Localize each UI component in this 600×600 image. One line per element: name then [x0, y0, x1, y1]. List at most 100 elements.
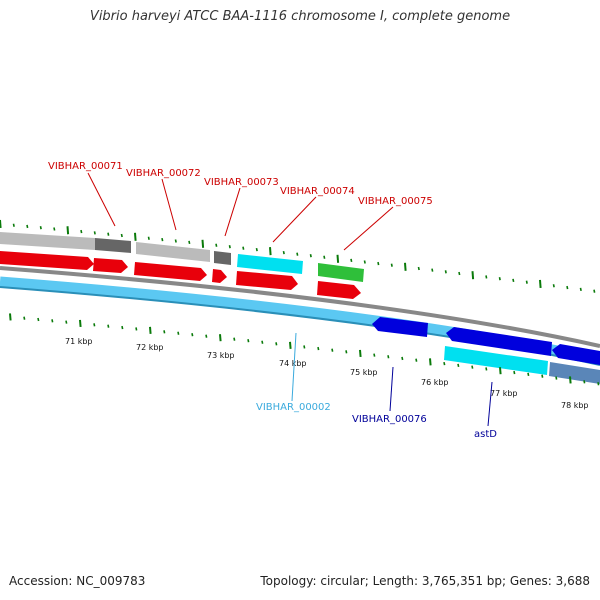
minor-tick	[323, 255, 326, 259]
feature-label-vibhar-00076[interactable]: VIBHAR_00076	[352, 414, 427, 425]
cds-arrow[interactable]	[212, 269, 227, 283]
minor-tick	[525, 280, 528, 284]
inner-feature-track	[444, 346, 600, 384]
map-title: Vibrio harveyi ATCC BAA-1116 chromosome …	[89, 9, 511, 24]
accession-text: Accession: NC_009783	[9, 574, 146, 588]
major-tick	[9, 313, 12, 321]
leader-line	[343, 206, 394, 251]
feature-label-vibhar-00002[interactable]: VIBHAR_00002	[256, 402, 331, 413]
scale-label: 73 kbp	[207, 351, 235, 360]
trna-feature[interactable]	[444, 346, 548, 375]
minor-tick	[247, 339, 250, 343]
major-tick	[79, 319, 82, 328]
cds-arrow[interactable]	[317, 281, 361, 299]
major-tick	[569, 376, 572, 384]
scale-label: 71 kbp	[65, 337, 93, 346]
minor-tick	[12, 223, 15, 227]
minor-tick	[107, 324, 110, 328]
scale-label: 74 kbp	[279, 359, 307, 368]
gene-segment[interactable]	[0, 232, 95, 250]
gene-arrow[interactable]	[372, 317, 428, 337]
minor-tick	[120, 233, 123, 238]
minor-tick	[401, 356, 404, 361]
major-tick	[359, 349, 362, 358]
minor-tick	[163, 330, 166, 334]
cds-track	[0, 251, 361, 299]
top-feature-labels: VIBHAR_00071 VIBHAR_00072 VIBHAR_00073 V…	[48, 161, 433, 251]
minor-tick	[552, 284, 555, 288]
cds-arrow[interactable]	[93, 258, 128, 273]
minor-tick	[498, 277, 501, 281]
minor-tick	[512, 278, 515, 283]
minor-tick	[233, 337, 236, 341]
leader-line	[389, 366, 394, 412]
minor-tick	[261, 340, 264, 344]
major-tick	[219, 334, 222, 342]
minor-tick	[191, 333, 194, 337]
minor-tick	[39, 226, 42, 230]
scale-labels: 71 kbp 72 kbp 73 kbp 74 kbp 75 kbp 76 kb…	[65, 337, 589, 410]
major-tick	[429, 358, 432, 366]
major-tick	[149, 326, 152, 334]
cds-arrow[interactable]	[236, 271, 298, 290]
minor-tick	[377, 261, 380, 266]
major-tick	[499, 367, 502, 375]
scale-label: 78 kbp	[561, 401, 589, 410]
scale-label: 77 kbp	[490, 389, 518, 398]
minor-tick	[457, 363, 460, 368]
minor-tick	[93, 231, 96, 235]
backbone-ring	[0, 266, 600, 366]
gene-arrow[interactable]	[446, 327, 552, 356]
minor-tick	[93, 323, 96, 327]
minor-tick	[390, 263, 393, 267]
minor-tick	[255, 247, 258, 252]
major-tick	[336, 254, 340, 263]
minor-tick	[65, 320, 68, 324]
cds-arrow[interactable]	[134, 262, 207, 281]
minor-tick	[444, 270, 447, 274]
feature-label-vibhar-00073[interactable]: VIBHAR_00073	[204, 177, 279, 188]
minor-tick	[597, 382, 600, 386]
bottom-feature-labels: VIBHAR_00002 VIBHAR_00076 astD	[256, 332, 497, 440]
minor-tick	[345, 350, 348, 354]
feature-label-vibhar-00075[interactable]: VIBHAR_00075	[358, 196, 433, 207]
feature-label-vibhar-00072[interactable]: VIBHAR_00072	[126, 168, 201, 179]
gene-segment[interactable]	[214, 251, 231, 265]
minor-tick	[147, 236, 150, 240]
leader-line	[272, 196, 317, 243]
feature-label-astd[interactable]: astD	[474, 429, 497, 440]
trna-feature[interactable]	[237, 254, 303, 274]
minor-tick	[431, 268, 434, 272]
minor-tick	[387, 355, 390, 359]
minor-tick	[331, 348, 334, 352]
minor-tick	[350, 258, 353, 263]
major-tick	[289, 341, 292, 349]
feature-label-vibhar-00074[interactable]: VIBHAR_00074	[280, 186, 355, 197]
gene-arrow[interactable]	[552, 344, 600, 365]
minor-tick	[471, 365, 474, 369]
minor-tick	[443, 361, 446, 366]
rrna-feature[interactable]	[318, 263, 364, 282]
gene-segment[interactable]	[95, 238, 131, 253]
minor-tick	[296, 252, 299, 256]
major-tick	[269, 247, 272, 256]
minor-tick	[135, 327, 138, 331]
reverse-gene-track	[372, 317, 600, 365]
minor-tick	[161, 237, 164, 242]
minor-tick	[579, 287, 582, 292]
minor-tick	[53, 227, 56, 231]
feature-label-vibhar-00071[interactable]: VIBHAR_00071	[48, 161, 123, 172]
minor-tick	[177, 331, 180, 335]
minor-tick	[275, 342, 278, 346]
major-tick	[539, 279, 542, 289]
gene-segment[interactable]	[549, 362, 600, 384]
cds-arrow[interactable]	[0, 251, 94, 270]
minor-tick	[583, 380, 586, 384]
gene-segment[interactable]	[136, 242, 210, 262]
minor-tick	[174, 239, 177, 243]
major-tick	[404, 262, 407, 271]
minor-tick	[188, 240, 191, 245]
minor-tick	[485, 367, 488, 371]
scale-label: 76 kbp	[421, 378, 449, 387]
minor-tick	[363, 260, 366, 264]
